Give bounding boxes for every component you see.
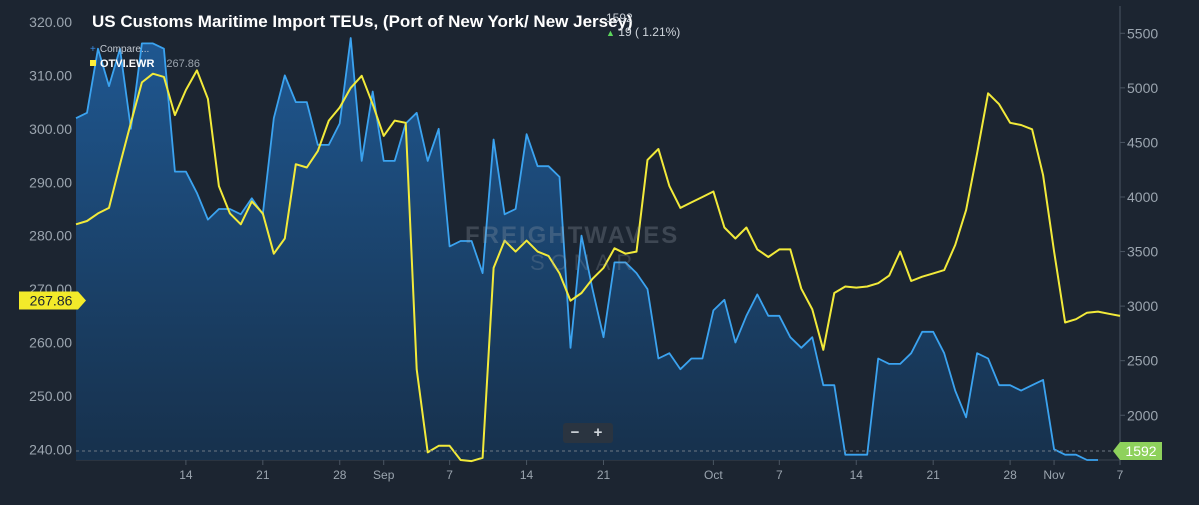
compare-label: Compare...	[99, 44, 150, 55]
x-tick-label: 28	[333, 468, 347, 482]
teu-series-line	[75, 37, 1098, 461]
x-tick-label: 14	[850, 468, 864, 482]
zoom-control: − +	[563, 423, 613, 443]
legend-value: 267.86	[166, 58, 201, 70]
x-tick-label: 7	[776, 468, 783, 482]
right-badge-text: 1592	[1125, 443, 1156, 459]
left-badge-text: 267.86	[30, 293, 73, 309]
right-tick-label: 3000	[1127, 298, 1158, 314]
left-last-value-badge: 267.86	[19, 291, 86, 310]
right-badge-shape	[1113, 442, 1162, 460]
right-tick-label: 5000	[1127, 80, 1158, 96]
x-tick-label: 21	[926, 468, 940, 482]
x-tick-label: 28	[1003, 468, 1017, 482]
left-badge-shape	[19, 291, 86, 310]
x-tick-label: 21	[256, 468, 270, 482]
left-tick-label: 280.00	[29, 228, 72, 244]
right-tick-label: 5500	[1127, 25, 1158, 41]
right-axis: 2000 2500 3000 3500 4000 4500 5000 5500	[1120, 25, 1158, 423]
x-axis: 14 21 28 Sep 7 14 21 Oct 7 14 21 28 Nov 7	[179, 460, 1124, 482]
left-tick-label: 290.00	[29, 174, 72, 190]
chart-title: US Customs Maritime Import TEUs, (Port o…	[92, 12, 633, 31]
left-tick-label: 320.00	[29, 14, 72, 30]
x-tick-label: 14	[179, 468, 193, 482]
last-value-badges: 267.86 1592	[19, 291, 1162, 460]
left-tick-label: 250.00	[29, 388, 72, 404]
x-tick-label: Nov	[1043, 468, 1064, 482]
left-tick-label: 260.00	[29, 334, 72, 350]
right-tick-label: 3500	[1127, 244, 1158, 260]
x-tick-label: 21	[597, 468, 611, 482]
header-change-text: 19 ( 1.21%)	[618, 25, 681, 39]
left-tick-label: 300.00	[29, 121, 72, 137]
right-tick-label: 2500	[1127, 353, 1158, 369]
x-tick-label: 7	[1117, 468, 1124, 482]
up-arrow-icon: ▲	[606, 28, 615, 38]
right-last-value-badge: 1592	[1113, 442, 1162, 460]
zoom-out-button[interactable]: −	[570, 424, 580, 441]
teu-area-fill	[76, 38, 1098, 460]
x-tick-label: 14	[520, 468, 534, 482]
right-tick-label: 4000	[1127, 189, 1158, 205]
watermark-subtitle: SONAR	[530, 250, 639, 275]
legend-swatch	[90, 60, 96, 66]
right-tick-label: 4500	[1127, 134, 1158, 150]
right-tick-label: 2000	[1127, 407, 1158, 423]
left-tick-label: 240.00	[29, 441, 72, 457]
x-tick-label: Sep	[373, 468, 395, 482]
zoom-in-button[interactable]: +	[593, 424, 603, 441]
left-tick-label: 310.00	[29, 67, 72, 83]
header-change: ▲ 19 ( 1.21%)	[606, 25, 680, 39]
otvi-series-line	[75, 69, 1121, 463]
left-axis: 240.00250.00260.00270.00280.00290.00300.…	[29, 14, 72, 457]
otvi-line-layer	[75, 69, 1121, 463]
compare-button[interactable]: + Compare...	[90, 44, 149, 55]
plus-icon: +	[90, 44, 96, 55]
x-tick-label: 7	[446, 468, 453, 482]
teu-area-layer	[75, 37, 1098, 461]
watermark-logo: FREIGHTWAVES	[465, 222, 680, 249]
header-value: 1592	[606, 11, 633, 25]
legend-name: OTVI.EWR	[100, 58, 155, 70]
legend-item-otvi[interactable]: OTVI.EWR 267.86	[90, 58, 200, 70]
x-tick-label: Oct	[704, 468, 723, 482]
